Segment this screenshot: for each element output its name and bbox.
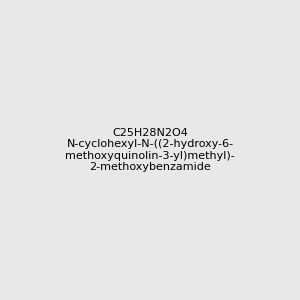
Text: C25H28N2O4
N-cyclohexyl-N-((2-hydroxy-6-
methoxyquinolin-3-yl)methyl)-
2-methoxy: C25H28N2O4 N-cyclohexyl-N-((2-hydroxy-6-… [65, 128, 235, 172]
